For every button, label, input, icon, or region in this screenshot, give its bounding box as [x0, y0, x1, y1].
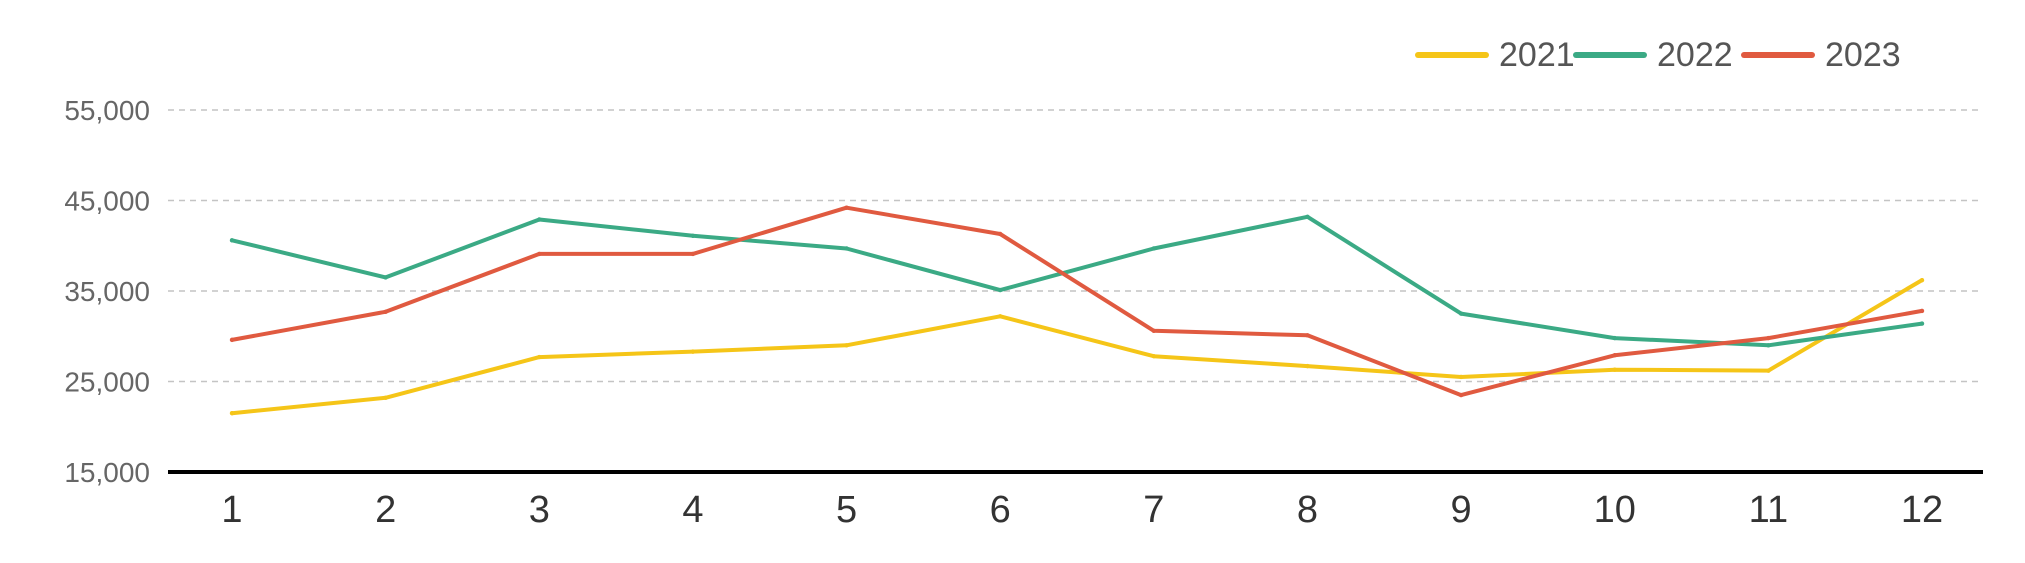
data-point — [229, 337, 235, 343]
x-axis: 1 2 3 4 5 6 7 8 9 10 11 12 — [168, 470, 1983, 531]
data-point — [1151, 353, 1157, 359]
x-tick-label: 8 — [1297, 489, 1318, 531]
data-point — [229, 410, 235, 416]
data-point — [997, 287, 1003, 293]
data-point — [229, 238, 235, 243]
x-tick-label: 4 — [682, 489, 703, 531]
x-tick-label: 6 — [990, 489, 1011, 531]
data-point — [1305, 214, 1310, 219]
series-lines — [229, 205, 1925, 416]
x-tick-label: 2 — [375, 489, 396, 531]
data-point — [537, 217, 542, 222]
legend-item-2021: 2021 — [1415, 36, 1575, 74]
data-point — [1919, 308, 1925, 314]
data-point — [1151, 328, 1157, 334]
legend-item-2022: 2022 — [1573, 36, 1733, 74]
y-tick-label: 25,000 — [64, 367, 150, 398]
y-tick-label: 45,000 — [64, 186, 150, 217]
data-point — [383, 275, 388, 280]
series-line-2023 — [230, 205, 1924, 398]
grid-lines — [168, 109, 1983, 383]
data-point — [1766, 343, 1771, 348]
legend-label: 2021 — [1499, 36, 1575, 74]
legend-item-2023: 2023 — [1741, 36, 1901, 74]
data-point — [997, 231, 1003, 237]
data-point — [1766, 368, 1771, 373]
data-point — [383, 395, 388, 400]
x-tick-label: 11 — [1749, 489, 1788, 531]
x-tick-label: 12 — [1901, 489, 1943, 531]
data-point — [1458, 374, 1464, 380]
data-point — [1612, 353, 1617, 358]
legend-label: 2023 — [1825, 36, 1901, 74]
series-line-2022 — [230, 214, 1924, 348]
y-tick-label: 35,000 — [64, 276, 150, 307]
data-point — [537, 354, 542, 360]
data-point — [1919, 321, 1925, 326]
data-point — [690, 251, 696, 257]
data-point — [690, 349, 696, 354]
data-point — [1305, 363, 1310, 369]
data-point — [844, 343, 849, 348]
x-tick-label: 1 — [221, 489, 242, 531]
x-tick-label: 3 — [529, 489, 550, 531]
data-point — [1458, 311, 1464, 316]
data-point — [1458, 392, 1464, 398]
data-point — [1151, 246, 1157, 251]
data-point — [383, 309, 388, 315]
x-tick-label: 5 — [836, 489, 857, 531]
y-tick-label: 15,000 — [64, 457, 150, 488]
y-tick-label: 55,000 — [64, 95, 150, 126]
series-line-2021 — [230, 278, 1924, 416]
legend-label: 2022 — [1657, 36, 1733, 74]
legend: 2021 2022 2023 — [1415, 36, 1901, 74]
data-point — [690, 233, 696, 238]
data-point — [844, 246, 849, 251]
data-point — [844, 205, 849, 210]
data-point — [1612, 335, 1617, 341]
data-point — [1919, 277, 1925, 283]
x-tick-label: 10 — [1594, 489, 1636, 531]
x-tick-label: 7 — [1143, 489, 1164, 531]
y-axis-ticks: 15,000 25,000 35,000 45,000 55,000 — [64, 95, 150, 488]
data-point — [1612, 367, 1617, 372]
data-point — [537, 251, 542, 257]
data-point — [1305, 333, 1310, 338]
data-point — [997, 314, 1003, 319]
x-tick-label: 9 — [1451, 489, 1472, 531]
data-point — [1766, 335, 1771, 341]
